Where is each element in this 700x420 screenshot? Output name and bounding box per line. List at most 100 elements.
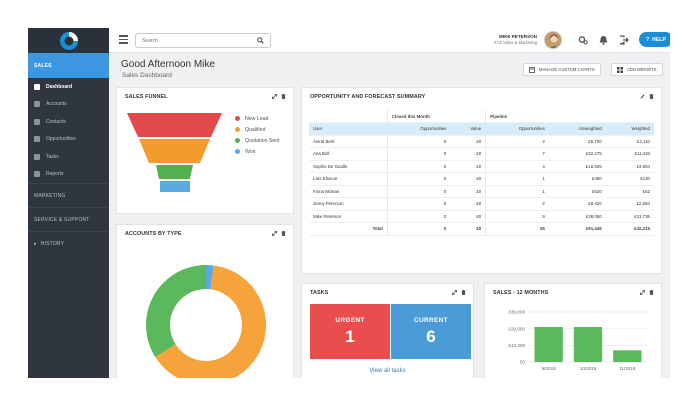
table-row[interactable]: Fiona Mclean 0 £0 1 £620 £62 — [309, 185, 654, 198]
expand-icon[interactable] — [640, 290, 645, 295]
column-header[interactable]: Weighted — [605, 122, 654, 136]
funnel-stage-won[interactable] — [160, 181, 190, 192]
table-cell: 0 — [387, 210, 451, 223]
table-cell: £620 — [548, 185, 606, 198]
app-logo[interactable] — [28, 28, 109, 53]
table-cell: £2,110 — [605, 135, 654, 148]
table-cell: Jenny Peterson — [309, 197, 388, 211]
legend-dot — [235, 138, 240, 143]
funnel-stage-quotation-sent[interactable] — [156, 165, 193, 179]
sidebar-section-history[interactable]: ▸ HISTORY — [28, 231, 109, 255]
table-cell: £8,420 — [548, 197, 606, 211]
column-header[interactable]: Unweighted — [548, 122, 606, 136]
bar-0[interactable] — [534, 327, 563, 362]
sales-bar-chart: £0 £10,000 £20,000 £30,000 9/2018 10/2018 11/2… — [508, 310, 647, 371]
logout-icon[interactable] — [619, 35, 629, 45]
search-icon[interactable] — [257, 37, 264, 44]
table-row[interactable]: Sophie De Gaulle 0 £0 4 £15,925 £3,654 — [309, 160, 654, 173]
sidebar-item-tasks[interactable]: Tasks — [28, 148, 109, 166]
urgent-tasks-tile[interactable]: URGENT 1 — [310, 304, 390, 359]
legend-label: Quotation Sent — [245, 137, 280, 144]
accounts-by-type-title: ACCOUNTS BY TYPE — [125, 231, 182, 237]
column-header[interactable]: User — [309, 122, 388, 136]
table-row[interactable]: Jenny Peterson 0 £0 2 £8,420 £2,684 — [309, 197, 654, 211]
donut-slice-0[interactable] — [155, 265, 266, 378]
table-row[interactable]: Ana Bell 0 £0 7 £22,275 £11,433 — [309, 147, 654, 161]
sidebar-item-opportunities[interactable]: Opportunities — [28, 131, 109, 149]
table-cell: £11,433 — [605, 147, 654, 161]
funnel-stage-new-lead[interactable] — [127, 113, 222, 137]
current-tasks-tile[interactable]: CURRENT 6 — [391, 304, 471, 359]
expand-icon[interactable] — [452, 290, 457, 295]
delete-icon[interactable] — [649, 94, 654, 99]
legend-item[interactable]: Quotation Sent — [235, 135, 280, 146]
sidebar-nav: Dashboard Accounts Contacts Opportunities Ta… — [28, 78, 109, 183]
sidebar: SALES Dashboard Accounts Contacts Opportuni… — [28, 28, 109, 378]
bar-2[interactable] — [613, 350, 642, 362]
table-cell: 0 — [387, 185, 451, 198]
table-cell: 0 — [387, 147, 451, 161]
delete-icon[interactable] — [281, 94, 286, 99]
manage-custom-charts-button[interactable]: MANAGE CUSTOM CHARTS — [523, 63, 601, 76]
expand-icon[interactable] — [272, 94, 277, 99]
table-row[interactable]: Lars Elsnoor 0 £0 1 £460 £130 — [309, 172, 654, 186]
sidebar-section-sales[interactable]: SALES — [28, 53, 109, 78]
legend-item[interactable]: Won — [235, 146, 280, 157]
sidebar-item-accounts[interactable]: Accounts — [28, 96, 109, 114]
sidebar-item-reports[interactable]: Reports — [28, 166, 109, 184]
table-cell: £0 — [450, 160, 487, 173]
table-cell: Fiona Mclean — [309, 185, 388, 198]
table-cell: £15,925 — [548, 160, 606, 173]
search-input[interactable] — [136, 34, 251, 47]
user-name: MIKE PETERSON — [498, 34, 537, 39]
delete-icon[interactable] — [649, 290, 654, 295]
legend-label: Qualified — [245, 126, 266, 133]
group-header-empty — [309, 110, 388, 123]
sidebar-item-contacts[interactable]: Contacts — [28, 113, 109, 131]
bar-1[interactable] — [573, 327, 603, 362]
delete-icon[interactable] — [281, 231, 286, 236]
table-cell: £21,735 — [605, 210, 654, 223]
help-button[interactable]: ? HELP — [639, 32, 670, 47]
add-widgets-button[interactable]: ADD WIDGETS — [611, 63, 663, 76]
table-cell: £130 — [605, 172, 654, 186]
menu-icon[interactable] — [119, 35, 128, 44]
sidebar-section-history-label: HISTORY — [40, 240, 65, 247]
avatar-image — [545, 32, 561, 48]
grid-icon — [617, 66, 623, 73]
donut-slice-1[interactable] — [146, 265, 206, 358]
group-header-pipeline: Pipeline — [485, 110, 654, 123]
sidebar-section-marketing[interactable]: MARKETING — [28, 183, 109, 207]
funnel-stage-qualified[interactable] — [139, 139, 210, 163]
contacts-icon — [34, 118, 40, 125]
column-header[interactable]: Opportunities — [485, 122, 549, 136]
table-cell: £42,216 — [605, 222, 654, 236]
expand-icon[interactable] — [272, 231, 277, 236]
table-cell: £0 — [450, 135, 487, 148]
legend-item[interactable]: New Lead — [235, 113, 280, 124]
table-cell: £22,275 — [548, 147, 606, 161]
sales-funnel-title: SALES FUNNEL — [125, 94, 168, 100]
delete-icon[interactable] — [461, 290, 466, 295]
edit-icon[interactable] — [640, 94, 645, 99]
sidebar-section-service[interactable]: SERVICE & SUPPORT — [28, 207, 109, 231]
donut-slice-2[interactable] — [206, 265, 214, 290]
urgent-label: URGENT — [335, 317, 365, 324]
column-header[interactable]: Value — [450, 122, 487, 136]
sales-funnel-panel: SALES FUNNEL New Lead Qualified Quotation … — [116, 87, 294, 214]
user-info[interactable]: MIKE PETERSON XYZ Sales & Marketing — [481, 34, 537, 45]
urgent-count: 1 — [345, 327, 355, 346]
column-header[interactable]: Opportunities — [387, 122, 451, 136]
settings-icon[interactable] — [578, 35, 588, 45]
table-row[interactable]: Mike Peterson 0 £0 9 £38,050 £21,735 — [309, 210, 654, 223]
sales-12-months-panel: SALES - 12 MONTHS £0 £10,000 £20,000 £30,00… — [484, 283, 662, 378]
view-all-tasks-link[interactable]: View all tasks — [369, 368, 406, 374]
sidebar-item-dashboard[interactable]: Dashboard — [28, 78, 109, 96]
table-cell: £0 — [450, 222, 487, 236]
legend-item[interactable]: Qualified — [235, 124, 280, 135]
avatar[interactable] — [544, 31, 562, 49]
table-cell: £3,654 — [605, 160, 654, 173]
table-row[interactable]: Astrid Berti 0 £0 2 £5,700 £2,110 — [309, 135, 654, 148]
bell-icon[interactable] — [599, 35, 608, 45]
table-total-row[interactable]: Total 0 £0 26 £91,446 £42,216 — [309, 222, 654, 236]
